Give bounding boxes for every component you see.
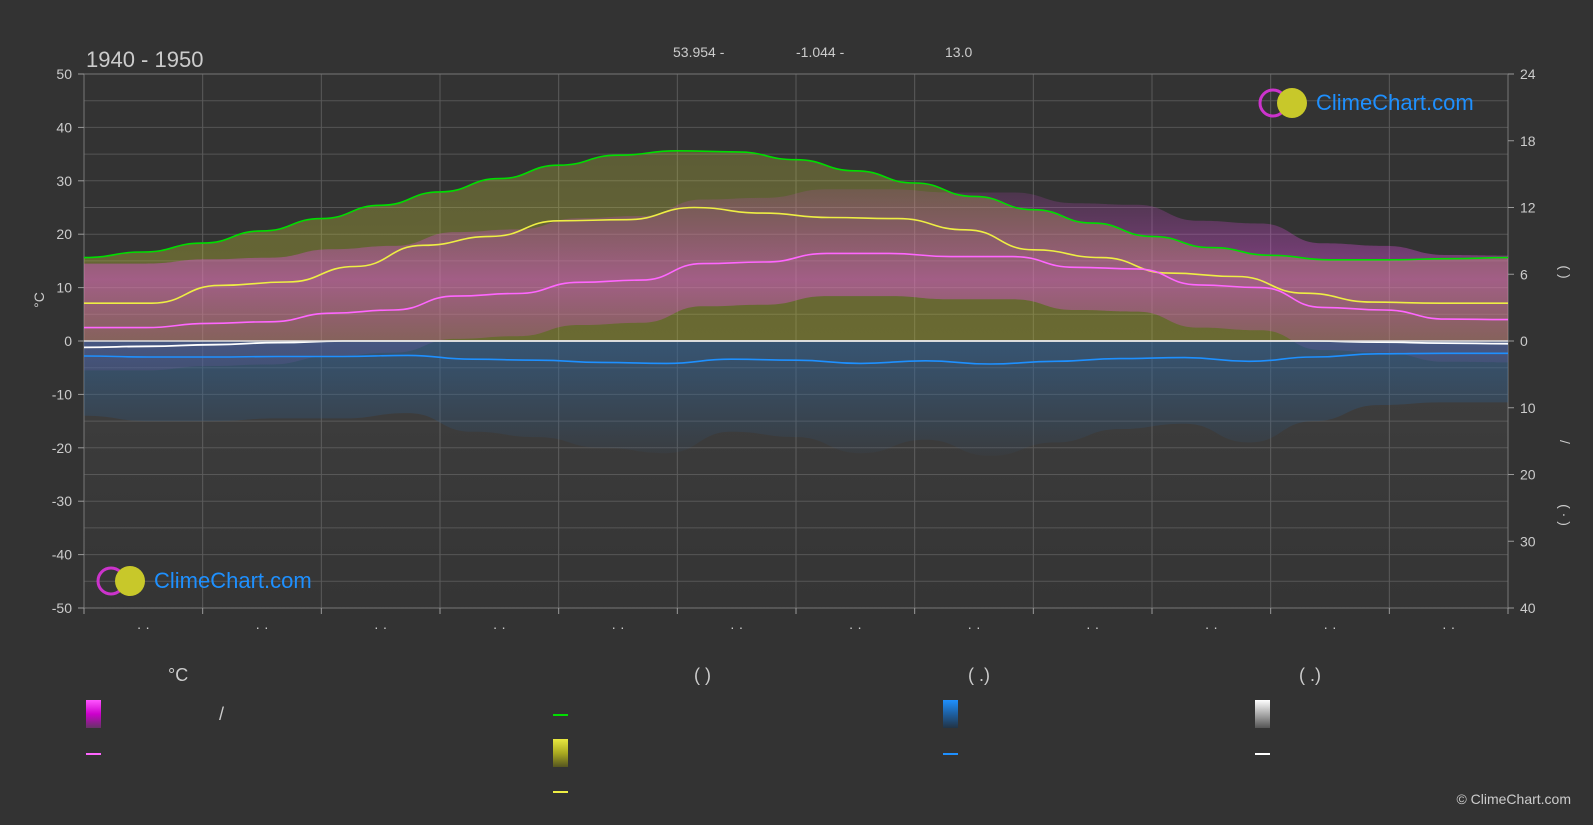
- y-tick-left: 0: [64, 333, 72, 349]
- y-tick-left: -30: [52, 493, 72, 509]
- legend-temp-range-swatch: [86, 700, 101, 728]
- legend-daylight-swatch: [553, 714, 568, 716]
- x-tick-label: · ·: [611, 619, 624, 635]
- legend-temp-avg-swatch: [86, 753, 101, 755]
- x-tick-label: · ·: [1442, 619, 1455, 635]
- temperature-band: [84, 189, 1508, 371]
- y-tick-right: 6: [1520, 266, 1528, 282]
- x-tick-label: · ·: [374, 619, 387, 635]
- sunshine-line: [84, 206, 1508, 305]
- x-tick-label: · ·: [1086, 619, 1099, 635]
- y-tick-right: 40: [1520, 600, 1536, 616]
- latitude-label: 53.954 -: [673, 44, 725, 60]
- chart-title: 1940 - 1950: [86, 47, 203, 72]
- y-tick-left: -50: [52, 600, 72, 616]
- y-tick-right: 20: [1520, 467, 1536, 483]
- y-tick-left: -20: [52, 440, 72, 456]
- brand-name: ClimeChart.com: [154, 568, 312, 593]
- x-tick-label: · ·: [967, 619, 980, 635]
- y-tick-left: 30: [56, 173, 72, 189]
- legend-rain-heading: ( .): [968, 665, 990, 685]
- snow-band: [84, 341, 1508, 608]
- legend-sunshine-swatch: [553, 739, 568, 767]
- x-tick-label: · ·: [1323, 619, 1336, 635]
- y-axis-right-label-top: ( ): [1557, 265, 1573, 278]
- brand-logo-top[interactable]: ClimeChart.com: [1258, 86, 1474, 120]
- y-tick-right: 18: [1520, 133, 1536, 149]
- x-tick-label: · ·: [255, 619, 268, 635]
- logo-icon: [1258, 88, 1307, 118]
- legend-sun-heading: ( ): [694, 665, 711, 685]
- y-axis-left-label: °C: [31, 292, 47, 308]
- brand-logo-bottom[interactable]: ClimeChart.com: [96, 564, 312, 598]
- y-axis-right-label-bottom: ( · ): [1557, 504, 1573, 526]
- elevation-label: 13.0: [945, 44, 972, 60]
- longitude-label: -1.044 -: [796, 44, 845, 60]
- y-tick-left: 10: [56, 280, 72, 296]
- y-tick-left: 20: [56, 226, 72, 242]
- y-tick-right: 30: [1520, 533, 1536, 549]
- legend-precip-swatch: [943, 700, 958, 728]
- brand-name: ClimeChart.com: [1316, 90, 1474, 115]
- x-tick-label: · ·: [1205, 619, 1218, 635]
- precipitation-line: [83, 352, 1508, 365]
- legend-snow-heading: ( .): [1299, 665, 1321, 685]
- line-layer: [83, 149, 1509, 365]
- y-tick-right: 12: [1520, 200, 1536, 216]
- logo-icon: [96, 566, 145, 596]
- y-tick-right: 24: [1520, 66, 1536, 82]
- x-tick-label: · ·: [137, 619, 150, 635]
- temperature-avg-line: [84, 252, 1509, 329]
- y-tick-right: 10: [1520, 400, 1536, 416]
- y-tick-left: -10: [52, 386, 72, 402]
- y-tick-left: 40: [56, 119, 72, 135]
- axis-layer: 50 40 30 20 10 0 -10 -20 -30 -40 -50 24 18 12 6 0 10 20 30…: [52, 66, 1536, 635]
- legend-snow-avg-swatch: [1255, 753, 1270, 755]
- x-tick-label: · ·: [849, 619, 862, 635]
- y-tick-left: -40: [52, 547, 72, 563]
- legend-precip-avg-swatch: [943, 753, 958, 755]
- legend-snow-swatch: [1255, 700, 1270, 728]
- x-tick-label: · ·: [493, 619, 506, 635]
- y-tick-right: 0: [1520, 333, 1528, 349]
- copyright: © ClimeChart.com: [1456, 791, 1571, 807]
- area-layer: [84, 150, 1508, 608]
- y-tick-left: 50: [56, 66, 72, 82]
- legend-sunshine-avg-swatch: [553, 791, 568, 793]
- legend-temp-slash: /: [219, 704, 225, 724]
- y-axis-right-label-mid: /: [1557, 440, 1573, 444]
- daylight-line: [83, 149, 1509, 261]
- legend-temperature-heading: °C: [168, 665, 189, 685]
- x-tick-label: · ·: [730, 619, 743, 635]
